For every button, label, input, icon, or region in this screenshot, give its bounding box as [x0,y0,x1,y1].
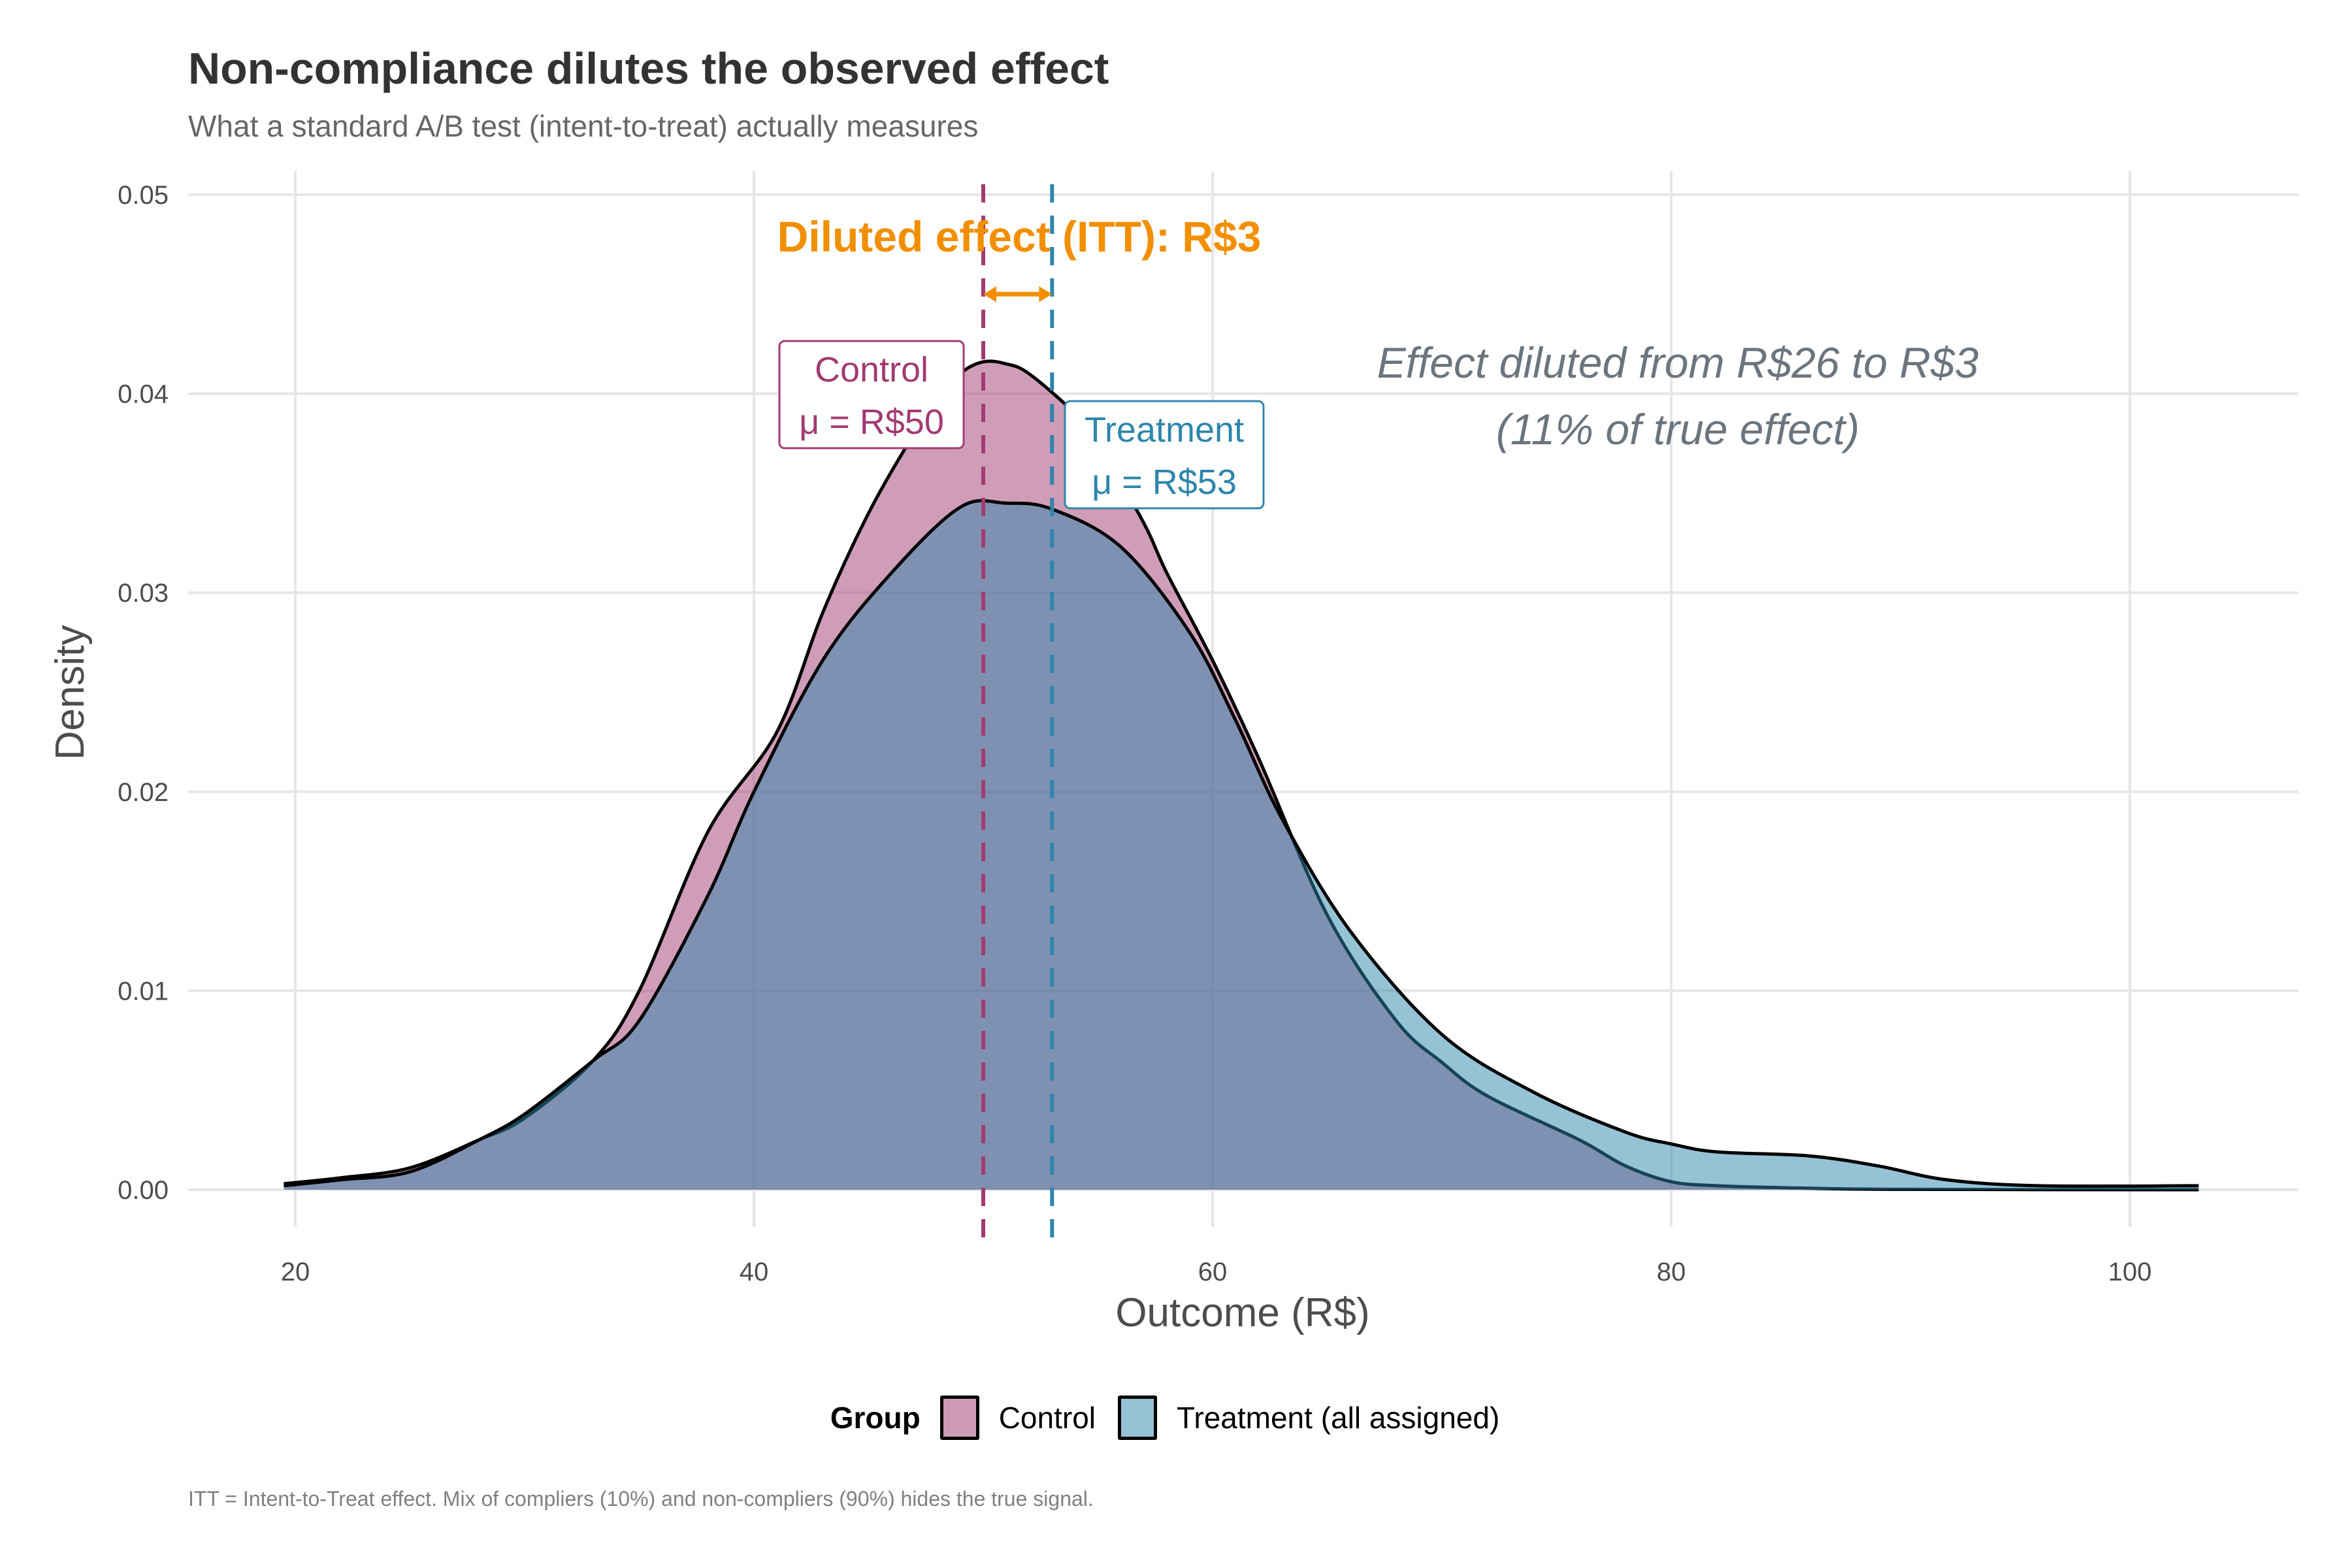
legend-key-control [939,1396,979,1440]
chart-subtitle: What a standard A/B test (intent-to-trea… [188,109,979,143]
x-tick-label: 60 [1198,1258,1228,1286]
chart-title: Non-compliance dilutes the observed effe… [188,44,1109,93]
y-axis-title: Density [48,625,93,760]
x-axis-title: Outcome (R$) [1115,1290,1369,1335]
itt-effect-label: Diluted effect (ITT): R$3 [777,212,1262,261]
control-label-mean: μ = R$50 [799,402,944,442]
treatment-label-box: Treatment μ = R$53 [1064,400,1265,510]
density-area-treatment [284,500,2199,1190]
y-tick-label: 0.05 [118,181,169,210]
legend-key-treatment [1118,1396,1157,1440]
x-tick-label: 40 [740,1258,769,1286]
y-axis-ticks: 0.00 0.01 0.02 0.03 0.04 0.05 [118,181,169,1205]
x-tick-label: 100 [2108,1258,2152,1286]
legend-label-control: Control [998,1401,1096,1435]
density-outline-treatment [284,498,2199,1188]
legend-title: Group [830,1401,921,1435]
mean-lines [981,184,1054,1245]
y-tick-label: 0.01 [118,977,169,1005]
y-tick-label: 0.03 [118,579,169,608]
itt-arrowhead-right [1039,286,1053,302]
control-label-name: Control [815,350,928,389]
dilution-annotation-line2: (11% of true effect) [1496,405,1859,453]
treatment-label-mean: μ = R$53 [1092,463,1237,502]
chart-caption: ITT = Intent-to-Treat effect. Mix of com… [188,1487,1094,1511]
itt-arrowhead-left [983,286,996,302]
control-label-box: Control μ = R$50 [778,340,965,449]
x-tick-label: 80 [1657,1258,1686,1286]
x-axis-ticks: 20 40 60 80 100 [281,1258,2152,1286]
legend-label-treatment: Treatment (all assigned) [1177,1401,1500,1435]
y-tick-label: 0.04 [118,380,169,409]
dilution-annotation-line1: Effect diluted from R$26 to R$3 [1377,338,1979,387]
legend: Group Control Treatment (all assigned) [0,1396,2352,1440]
y-tick-label: 0.02 [118,778,169,807]
itt-double-arrow [983,286,1053,302]
x-tick-label: 20 [281,1258,310,1286]
treatment-label-name: Treatment [1085,410,1244,449]
y-tick-label: 0.00 [118,1176,169,1205]
